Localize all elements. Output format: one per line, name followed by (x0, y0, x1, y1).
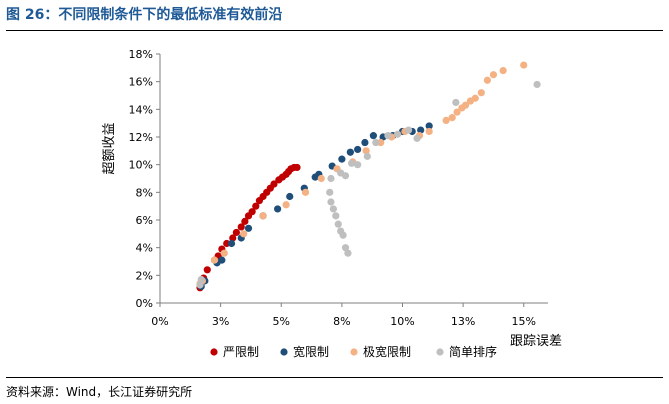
data-point (244, 224, 253, 232)
data-point (533, 80, 541, 89)
legend-label: 严限制 (223, 345, 259, 359)
data-point (452, 98, 460, 107)
data-point (384, 132, 392, 140)
data-point (339, 231, 347, 239)
legend-label: 极宽限制 (363, 344, 411, 359)
data-point (317, 174, 325, 183)
data-point (327, 174, 335, 183)
data-point (404, 126, 413, 134)
data-point (417, 126, 425, 134)
data-point (354, 161, 362, 169)
data-point (354, 145, 362, 154)
data-point (240, 230, 248, 238)
figure-title: 图 26：不同限制条件下的最低标准有效前沿 (6, 7, 283, 23)
data-point (220, 249, 228, 257)
data-point (252, 202, 260, 210)
x-axis-title: 跟踪误差 (510, 334, 562, 349)
data-point (241, 217, 249, 225)
data-point (448, 114, 456, 122)
data-point (425, 127, 433, 136)
data-point (341, 172, 350, 180)
data-point (332, 212, 340, 220)
legend-marker (350, 348, 358, 356)
y-tick-label: 12% (129, 131, 153, 144)
data-point (341, 244, 350, 252)
x-tick-label: 5% (273, 315, 290, 328)
data-point (372, 138, 380, 147)
data-point (248, 208, 256, 216)
data-point (293, 163, 301, 172)
legend-label: 宽限制 (293, 344, 329, 359)
data-point (413, 134, 421, 142)
data-point (361, 138, 369, 147)
x-tick-label: 0% (151, 315, 168, 328)
title-rule (6, 30, 663, 31)
data-point (394, 130, 402, 138)
data-point (237, 223, 245, 231)
y-tick-label: 2% (136, 269, 153, 282)
data-point (347, 159, 356, 167)
data-point (326, 188, 334, 196)
x-tick-label: 15% (512, 315, 536, 328)
data-point (270, 180, 278, 188)
data-point (344, 249, 352, 257)
data-point (425, 122, 433, 130)
data-point (203, 266, 211, 274)
source-note: 资料来源：Wind，长江证券研究所 (6, 385, 193, 399)
data-point (369, 132, 377, 140)
data-point (259, 212, 267, 220)
data-point (218, 256, 226, 264)
data-point (197, 275, 205, 284)
legend-marker (436, 348, 444, 356)
data-point (282, 201, 290, 209)
y-tick-label: 4% (136, 242, 153, 255)
data-point (483, 76, 491, 84)
data-point (327, 198, 335, 206)
data-point (520, 61, 528, 69)
data-point (363, 152, 371, 160)
scatter-chart: 0% 2% 4% 6% 8% 10% 12% 14% 16% 18% 0% 3% 5% 8% 10% 13% 1… (102, 48, 562, 359)
data-point (442, 116, 450, 124)
y-tick-label: 14% (129, 103, 153, 116)
data-point (346, 148, 354, 156)
data-point (274, 205, 282, 213)
data-point (338, 155, 346, 163)
y-tick-label: 8% (136, 186, 153, 199)
data-point (477, 89, 485, 97)
legend-marker (210, 348, 218, 356)
y-tick-label: 6% (136, 214, 153, 227)
data-point (329, 205, 337, 213)
data-point (229, 234, 237, 242)
data-point (210, 256, 219, 264)
data-point (461, 101, 470, 109)
legend-marker (280, 348, 288, 356)
x-tick-label: 8% (333, 315, 350, 328)
source-rule (6, 377, 663, 378)
x-tick-label: 13% (451, 315, 475, 328)
legend-label: 简单排序 (449, 344, 497, 359)
x-tick-label: 3% (212, 315, 229, 328)
data-point (196, 281, 204, 289)
data-point (301, 188, 310, 196)
y-tick-label: 10% (129, 159, 153, 172)
y-tick-label: 18% (129, 48, 153, 61)
data-point (489, 71, 498, 79)
y-tick-label: 16% (129, 76, 153, 89)
data-point (232, 228, 240, 237)
data-point (471, 94, 479, 102)
y-tick-label: 0% (136, 297, 153, 310)
data-point (227, 239, 236, 248)
data-point (499, 67, 507, 75)
data-point (362, 147, 370, 155)
x-tick-label: 10% (390, 315, 414, 328)
data-point (334, 220, 342, 228)
y-axis-title: 超额收益 (102, 122, 117, 174)
data-point (286, 192, 294, 201)
data-point (453, 108, 461, 116)
